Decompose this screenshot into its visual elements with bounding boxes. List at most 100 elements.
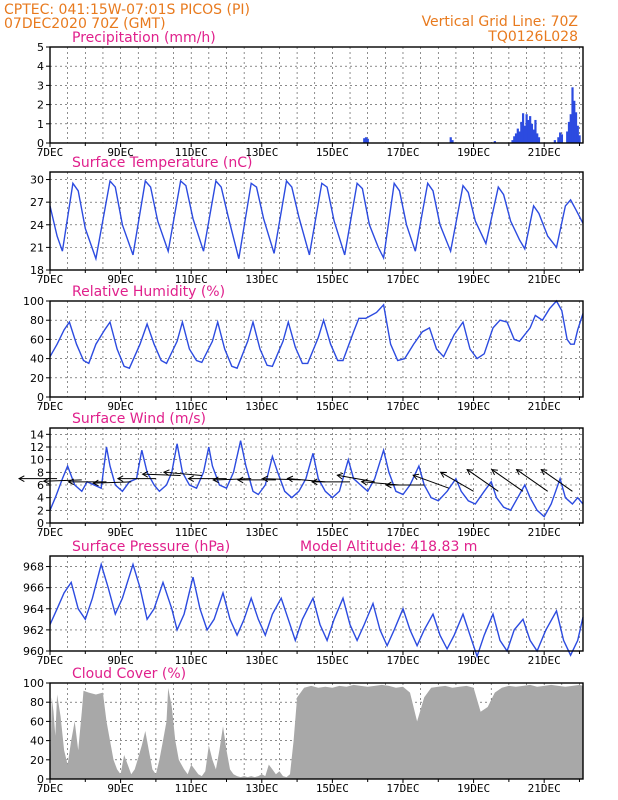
y-tick-label: 12: [30, 441, 44, 454]
x-tick-label: 11DEC: [175, 526, 208, 539]
x-tick-label: 17DEC: [386, 273, 419, 286]
x-tick-label: 21DEC: [528, 654, 561, 667]
wind-vector-head: [92, 479, 99, 487]
precip-bar: [516, 128, 519, 143]
y-tick-label: 962: [23, 624, 44, 637]
y-tick-label: 80: [30, 314, 44, 327]
y-tick-label: 964: [23, 603, 44, 616]
wind-vector-head: [116, 475, 124, 482]
wind-vector-head: [491, 468, 498, 476]
wind-vector-head: [412, 473, 420, 481]
precip-bar: [574, 112, 578, 143]
x-tick-label: 17DEC: [386, 400, 419, 413]
wind-vector-head: [141, 471, 149, 478]
temp-frame: [49, 171, 584, 271]
x-tick-label: 19DEC: [457, 526, 490, 539]
x-tick-label: 7DEC: [37, 400, 64, 413]
precip-bar: [529, 116, 532, 143]
wind-vector-head: [310, 478, 318, 486]
x-tick-label: 21DEC: [528, 146, 561, 159]
x-tick-label: 15DEC: [316, 400, 349, 413]
x-tick-label: 21DEC: [528, 782, 561, 795]
x-tick-label: 13DEC: [245, 400, 278, 413]
y-tick-label: 14: [30, 428, 44, 441]
wind-vector-head: [286, 475, 294, 483]
x-tick-label: 19DEC: [457, 273, 490, 286]
precip-bar: [571, 87, 574, 143]
wind-vector: [440, 471, 474, 492]
precip-bar: [557, 137, 560, 143]
y-tick-label: 4: [37, 60, 44, 73]
wind-vector: [412, 474, 450, 489]
precip-bar: [523, 125, 526, 143]
pressure-panel: 960 962 964 966 968 7DEC 9DEC 11DEC 13DEC 15DEC 17…: [23, 539, 584, 667]
wind-line: [49, 440, 584, 518]
y-tick-label: 30: [30, 174, 44, 187]
precip-frame: [49, 46, 584, 144]
x-tick-label: 19DEC: [457, 400, 490, 413]
y-tick-label: 40: [30, 735, 44, 748]
wind-vector-head: [67, 478, 74, 486]
pressure-line: [49, 561, 584, 659]
wind-vector: [287, 478, 326, 483]
precip-bar: [553, 140, 556, 143]
precip-bar: [566, 131, 569, 143]
y-tick-label: 2: [37, 504, 44, 517]
precip-bar: [514, 133, 518, 143]
precip-bar: [511, 140, 514, 143]
rh-line: [49, 299, 584, 370]
x-tick-label: 17DEC: [386, 654, 419, 667]
precip-bar: [364, 137, 368, 143]
rh-panel: 0 20 40 60 80 100 7DEC 9DEC 11DEC 13DEC 15DEC 17DEC…: [23, 284, 584, 413]
y-tick-label: 8: [37, 466, 44, 479]
precip-bar: [534, 119, 537, 143]
precip-bar: [530, 123, 534, 143]
y-tick-label: 60: [30, 715, 44, 728]
y-tick-label: 24: [30, 219, 44, 232]
x-tick-label: 15DEC: [316, 782, 349, 795]
precip-bar: [521, 113, 525, 143]
rh-frame: [49, 300, 584, 398]
wind-vector-head: [540, 468, 548, 476]
x-tick-label: 9DEC: [107, 400, 134, 413]
wind-vector-head: [236, 476, 244, 484]
temp-panel: 18 21 24 27 30 7DEC 9DEC 11DEC 13DEC 15DEC 17DEC 19…: [30, 155, 584, 286]
x-tick-label: 17DEC: [386, 146, 419, 159]
x-tick-label: 13DEC: [245, 782, 278, 795]
y-tick-label: 80: [30, 696, 44, 709]
precip-bar: [569, 114, 572, 143]
y-tick-label: 18: [30, 264, 44, 277]
wind-vector: [491, 469, 524, 492]
y-tick-label: 0: [37, 391, 44, 404]
x-tick-label: 9DEC: [107, 654, 134, 667]
precip-bar: [576, 125, 579, 143]
precip-bar: [493, 141, 496, 143]
wind-vector-head: [439, 471, 447, 478]
x-tick-label: 13DEC: [245, 273, 278, 286]
precip-bar: [559, 132, 562, 143]
y-tick-label: 5: [37, 41, 44, 54]
x-tick-label: 11DEC: [175, 654, 208, 667]
y-tick-label: 20: [30, 754, 44, 767]
x-tick-label: 7DEC: [37, 146, 64, 159]
x-tick-label: 21DEC: [528, 400, 561, 413]
y-tick-label: 0: [37, 517, 44, 530]
y-tick-label: 20: [30, 372, 44, 385]
wind-vector-head: [515, 468, 523, 476]
run-date-label: 07DEC2020 70Z (GMT): [4, 16, 166, 32]
station-label: CPTEC: 041:15W-07:01S PICOS (PI): [4, 2, 250, 18]
wind-vector-head: [187, 475, 194, 482]
x-tick-label: 11DEC: [175, 400, 208, 413]
x-tick-label: 9DEC: [107, 526, 134, 539]
y-tick-label: 1: [37, 118, 44, 131]
x-tick-label: 15DEC: [316, 654, 349, 667]
temp-line: [49, 179, 584, 262]
wind-vector-head: [162, 469, 170, 476]
wind-vector: [163, 471, 202, 476]
wind-vector: [262, 478, 301, 481]
y-tick-label: 4: [37, 492, 44, 505]
y-tick-label: 0: [37, 137, 44, 150]
